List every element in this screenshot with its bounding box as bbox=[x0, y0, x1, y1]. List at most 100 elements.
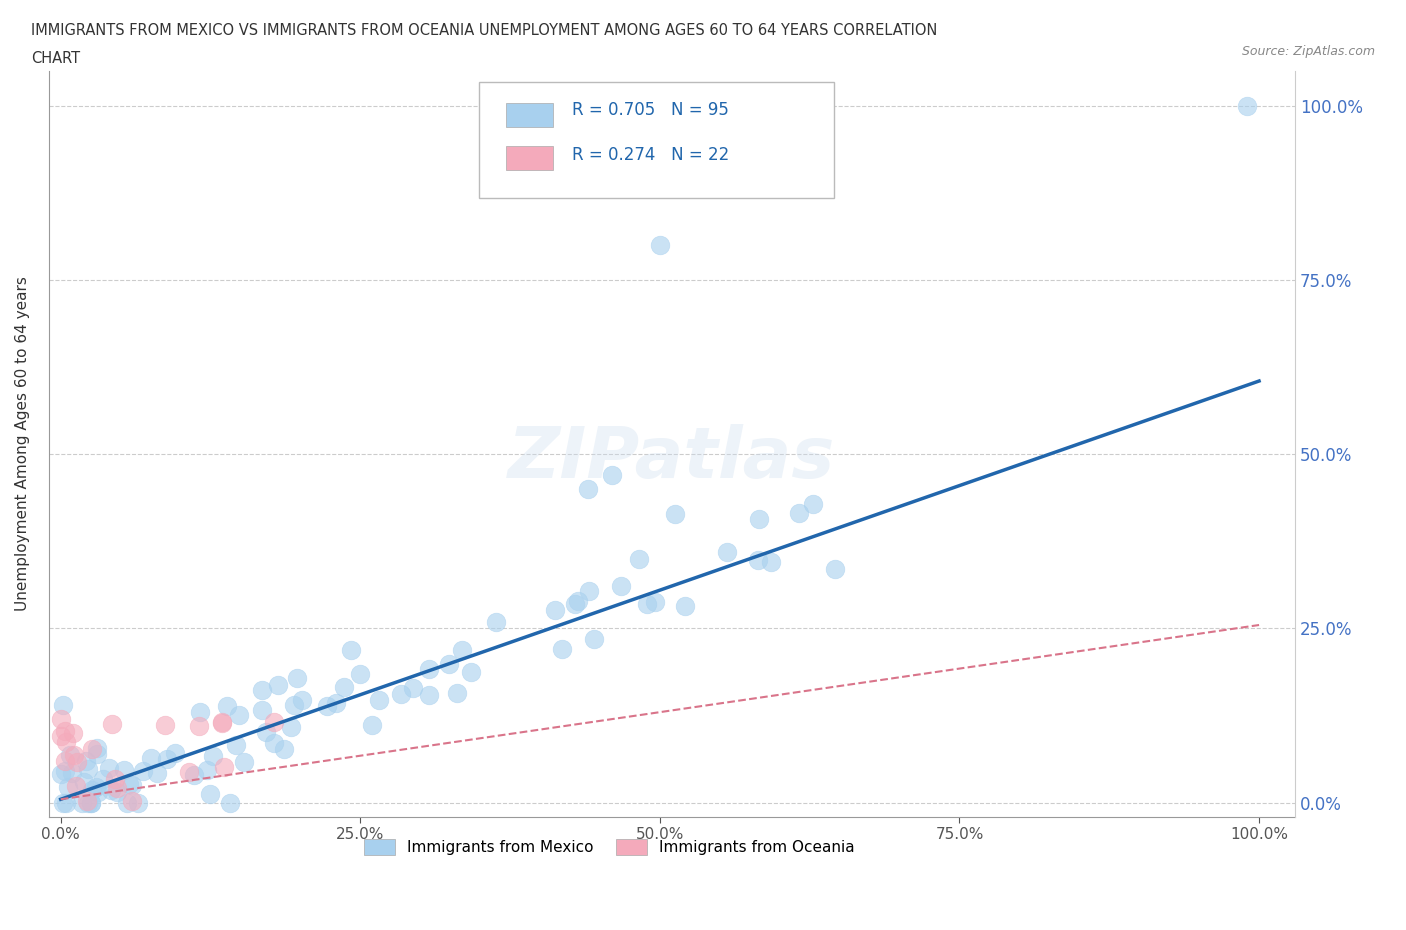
Point bbox=[333, 680, 356, 695]
Point bbox=[100, 717, 122, 732]
Point bbox=[664, 507, 686, 522]
Point bbox=[127, 795, 149, 810]
Point bbox=[824, 562, 846, 577]
Point bbox=[1236, 99, 1258, 113]
FancyBboxPatch shape bbox=[506, 146, 554, 170]
Point bbox=[551, 642, 574, 657]
Point bbox=[93, 772, 115, 787]
Point bbox=[104, 772, 127, 787]
Point bbox=[107, 780, 129, 795]
Point bbox=[280, 720, 302, 735]
Point bbox=[188, 704, 211, 719]
Point bbox=[79, 795, 101, 810]
Point bbox=[291, 693, 314, 708]
Point bbox=[79, 795, 101, 810]
Point bbox=[218, 795, 240, 810]
Y-axis label: Unemployment Among Ages 60 to 64 years: Unemployment Among Ages 60 to 64 years bbox=[15, 276, 30, 611]
Point bbox=[76, 793, 98, 808]
Point bbox=[648, 238, 671, 253]
Point bbox=[389, 686, 412, 701]
Point bbox=[112, 763, 135, 777]
Point bbox=[53, 753, 76, 768]
Point bbox=[564, 597, 586, 612]
Point bbox=[759, 554, 782, 569]
Point bbox=[51, 766, 73, 781]
Text: ZIPatlas: ZIPatlas bbox=[508, 424, 835, 493]
Point bbox=[232, 754, 254, 769]
Point bbox=[801, 497, 824, 512]
Point bbox=[105, 784, 128, 799]
Text: R = 0.705   N = 95: R = 0.705 N = 95 bbox=[572, 101, 730, 119]
Point bbox=[228, 708, 250, 723]
Point bbox=[198, 787, 221, 802]
Point bbox=[211, 715, 233, 730]
Point bbox=[349, 666, 371, 681]
Point bbox=[115, 795, 138, 810]
Point bbox=[360, 717, 382, 732]
Point bbox=[610, 578, 633, 593]
Point bbox=[56, 780, 79, 795]
Point bbox=[254, 724, 277, 739]
Point bbox=[177, 764, 200, 779]
Point bbox=[325, 696, 347, 711]
Point bbox=[787, 505, 810, 520]
Point bbox=[100, 783, 122, 798]
Point bbox=[84, 779, 107, 794]
Point bbox=[340, 643, 363, 658]
Point bbox=[153, 718, 176, 733]
Point bbox=[250, 703, 273, 718]
Point bbox=[747, 552, 769, 567]
Point bbox=[644, 594, 666, 609]
Point bbox=[273, 741, 295, 756]
Point bbox=[748, 512, 770, 526]
Point bbox=[145, 765, 167, 780]
Point bbox=[62, 725, 84, 740]
Point bbox=[437, 657, 460, 671]
Text: IMMIGRANTS FROM MEXICO VS IMMIGRANTS FROM OCEANIA UNEMPLOYMENT AMONG AGES 60 TO : IMMIGRANTS FROM MEXICO VS IMMIGRANTS FRO… bbox=[31, 23, 938, 38]
Point bbox=[628, 551, 651, 566]
Point bbox=[86, 747, 108, 762]
Point bbox=[52, 795, 75, 810]
Point bbox=[460, 665, 482, 680]
Point bbox=[77, 762, 100, 777]
Text: Source: ZipAtlas.com: Source: ZipAtlas.com bbox=[1241, 45, 1375, 58]
Point bbox=[212, 760, 235, 775]
Point bbox=[141, 751, 163, 765]
Point bbox=[418, 661, 440, 676]
Point bbox=[285, 671, 308, 685]
Point bbox=[52, 698, 75, 712]
Point bbox=[188, 719, 211, 734]
Point bbox=[582, 631, 605, 646]
Point bbox=[402, 681, 425, 696]
Point bbox=[636, 597, 658, 612]
Point bbox=[63, 747, 86, 762]
Point bbox=[446, 685, 468, 700]
Point bbox=[263, 736, 285, 751]
Point bbox=[75, 754, 97, 769]
Point bbox=[418, 688, 440, 703]
Point bbox=[73, 775, 96, 790]
Point bbox=[131, 764, 153, 778]
Point bbox=[716, 545, 738, 560]
Point bbox=[202, 749, 225, 764]
Point bbox=[567, 593, 589, 608]
Point bbox=[55, 735, 77, 750]
Text: CHART: CHART bbox=[31, 51, 80, 66]
Point bbox=[225, 737, 247, 752]
Point bbox=[165, 746, 187, 761]
Point bbox=[195, 763, 218, 777]
FancyBboxPatch shape bbox=[506, 103, 554, 126]
Point bbox=[55, 795, 77, 810]
Point bbox=[53, 724, 76, 738]
Point bbox=[183, 767, 205, 782]
Point bbox=[600, 468, 623, 483]
Point bbox=[80, 783, 103, 798]
Point bbox=[65, 779, 87, 794]
Legend: Immigrants from Mexico, Immigrants from Oceania: Immigrants from Mexico, Immigrants from … bbox=[359, 833, 860, 861]
Point bbox=[118, 777, 141, 791]
Point bbox=[49, 711, 72, 726]
Point bbox=[60, 765, 83, 780]
FancyBboxPatch shape bbox=[478, 82, 834, 197]
Point bbox=[97, 761, 120, 776]
Point bbox=[77, 795, 100, 810]
